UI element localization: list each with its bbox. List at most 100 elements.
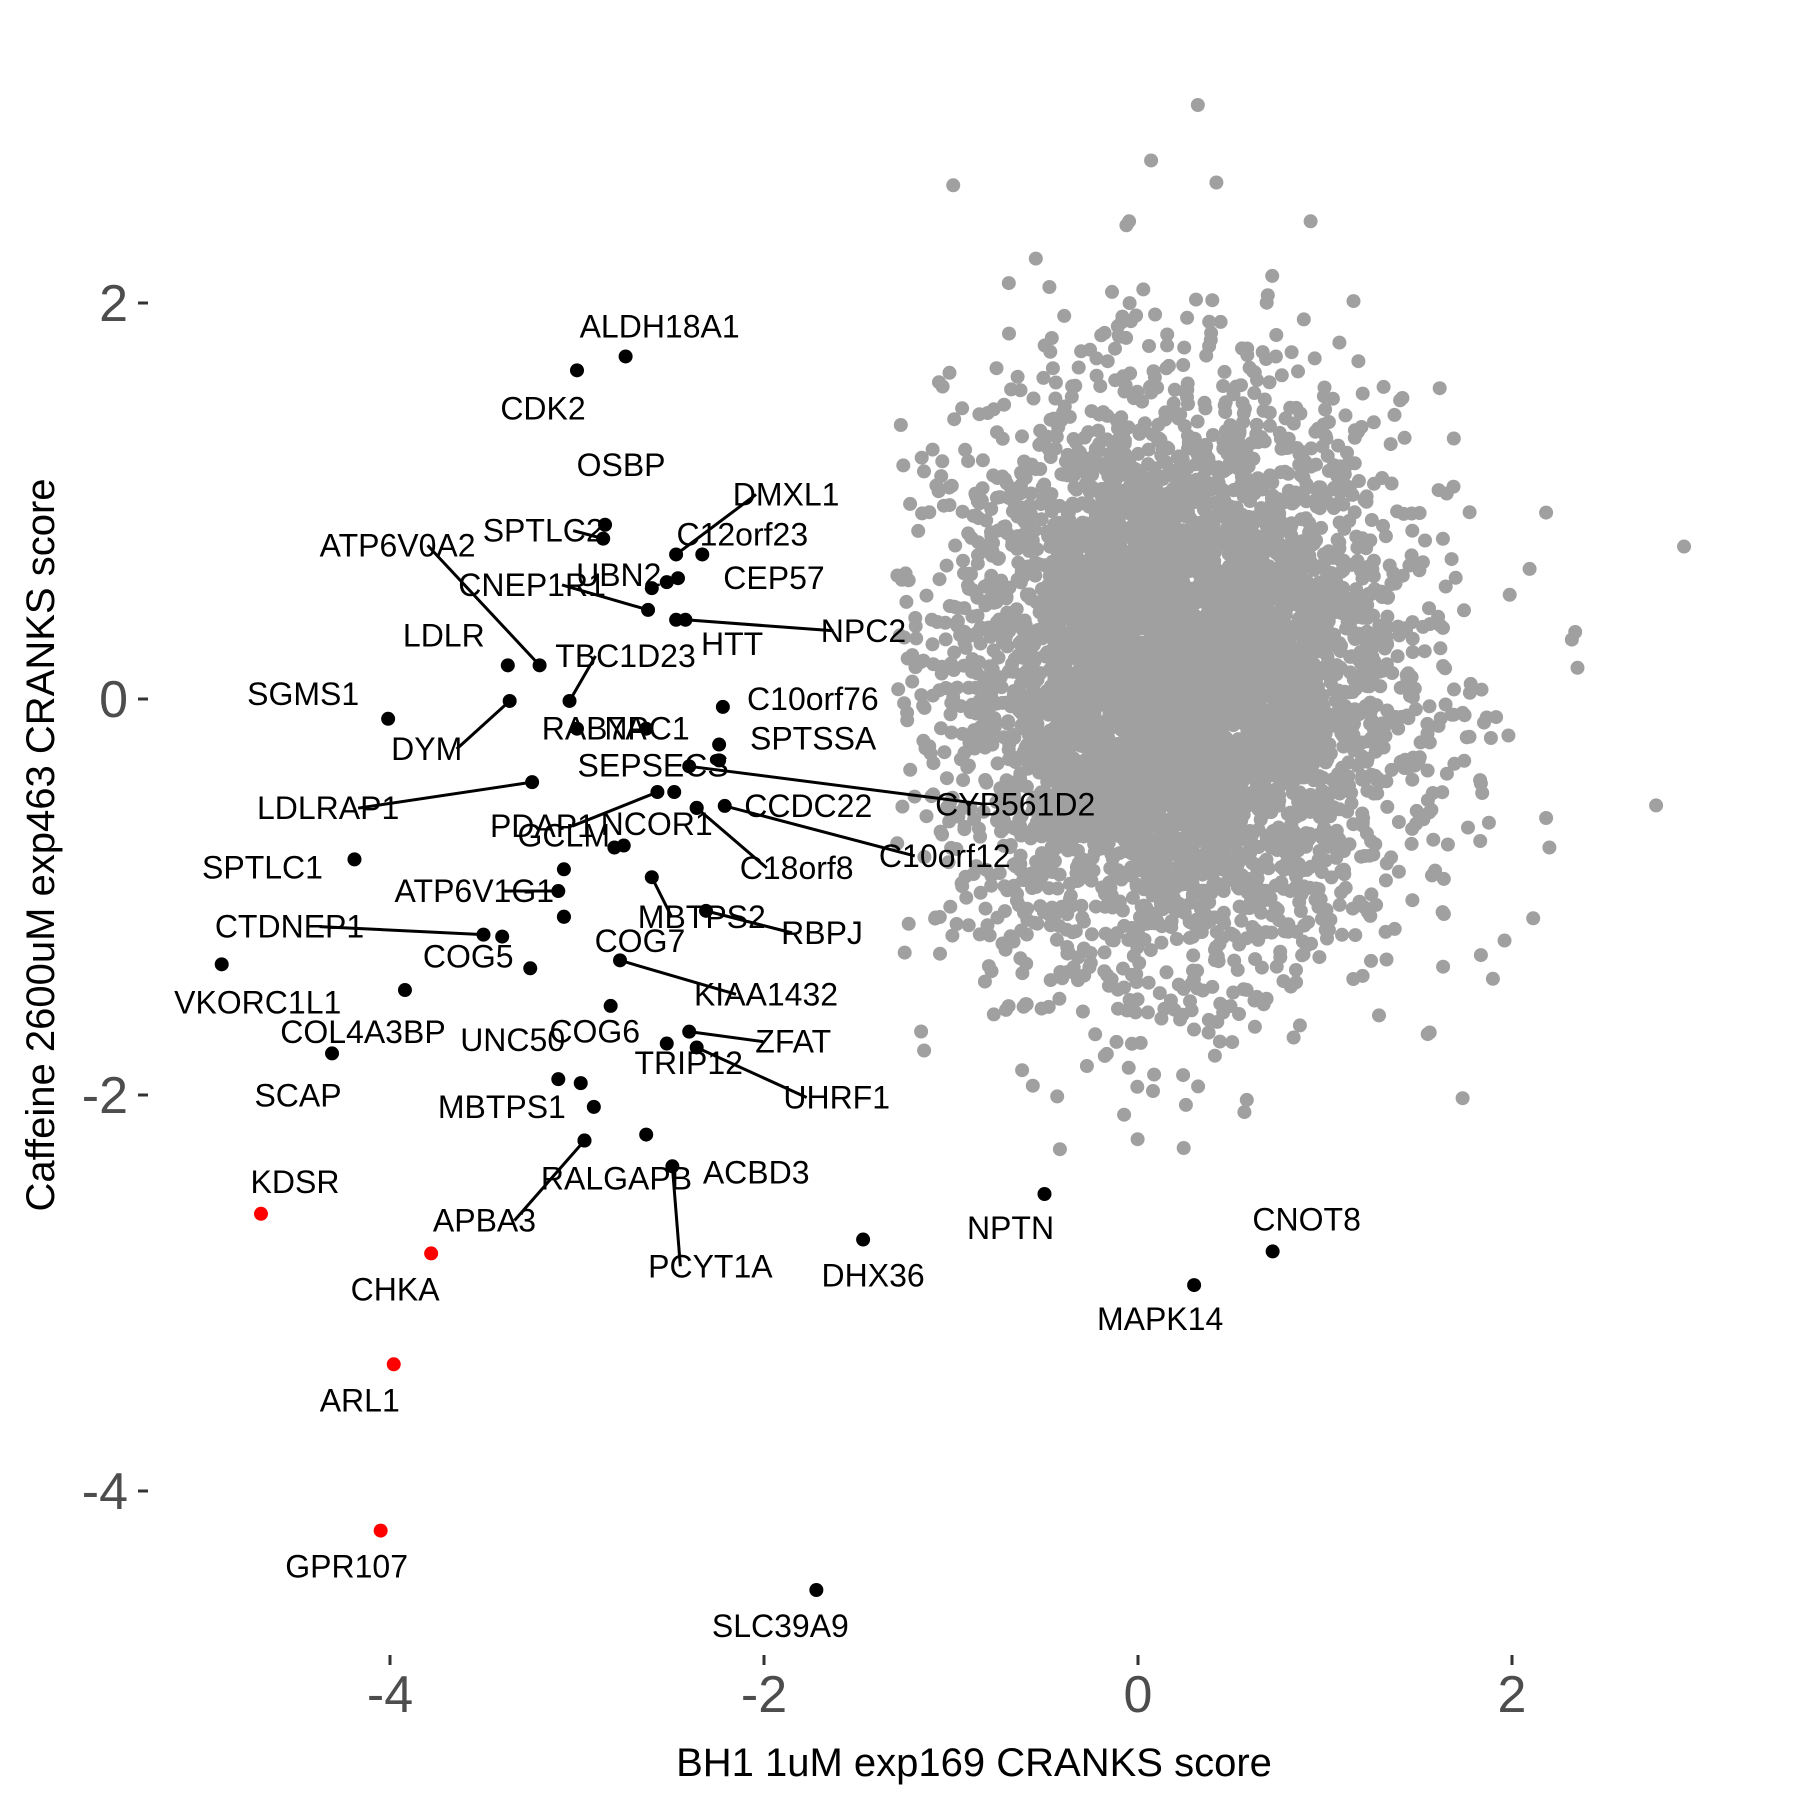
background-point: [1209, 175, 1224, 190]
background-point: [1095, 649, 1110, 664]
background-point: [1304, 459, 1319, 474]
background-point: [943, 899, 958, 914]
background-point: [1366, 415, 1381, 430]
background-point: [1337, 867, 1352, 882]
background-point: [1065, 925, 1080, 940]
background-point: [970, 608, 985, 623]
background-point: [1176, 1141, 1191, 1155]
background-point: [1130, 862, 1145, 877]
background-point: [1043, 609, 1058, 624]
background-point: [1292, 447, 1307, 461]
background-point: [1344, 796, 1359, 811]
background-point: [1081, 559, 1095, 574]
background-point: [1274, 441, 1289, 456]
background-point: [1570, 660, 1585, 675]
background-point: [1366, 786, 1381, 801]
background-point: [976, 804, 991, 819]
background-point: [1420, 763, 1435, 778]
background-point: [1342, 513, 1357, 528]
background-point: [1345, 901, 1360, 916]
background-point: [1346, 294, 1361, 309]
background-point: [1169, 932, 1184, 946]
background-point: [1318, 922, 1333, 937]
background-point: [1097, 1048, 1112, 1063]
background-point: [1356, 663, 1371, 678]
background-point: [1155, 441, 1170, 456]
background-point: [1065, 496, 1080, 511]
background-point: [960, 760, 975, 775]
background-point: [957, 819, 972, 834]
background-point: [1025, 1078, 1040, 1093]
background-point: [1201, 1025, 1216, 1040]
background-point: [1405, 821, 1420, 836]
background-point: [1455, 1091, 1470, 1106]
background-point: [1049, 932, 1064, 947]
background-point: [1246, 707, 1260, 722]
background-point: [965, 652, 980, 667]
background-point: [995, 431, 1010, 446]
background-point: [1048, 375, 1063, 390]
background-point: [1000, 609, 1015, 624]
background-point: [909, 631, 924, 646]
background-point: [1228, 610, 1243, 625]
background-point: [1425, 786, 1440, 800]
background-point: [954, 624, 969, 639]
background-point: [1052, 1142, 1067, 1157]
background-point: [1057, 803, 1072, 818]
background-point: [1473, 948, 1488, 963]
background-point: [1359, 489, 1374, 504]
background-point: [998, 942, 1013, 957]
background-point: [1014, 809, 1029, 823]
background-point: [998, 472, 1012, 487]
background-point: [1341, 755, 1356, 770]
background-point: [1045, 865, 1060, 880]
background-point: [1348, 928, 1363, 943]
background-point: [1281, 483, 1296, 498]
background-point: [1311, 882, 1326, 897]
background-point: [958, 640, 973, 655]
background-point: [1105, 284, 1119, 299]
background-point: [1229, 450, 1243, 465]
background-point: [1126, 949, 1141, 963]
background-point: [1351, 424, 1365, 439]
background-point: [1232, 1007, 1246, 1021]
background-point: [1168, 831, 1182, 846]
background-point: [1364, 513, 1379, 527]
background-point: [1196, 829, 1211, 844]
background-point: [1346, 972, 1361, 986]
background-point: [1384, 476, 1399, 491]
background-point: [1254, 501, 1269, 516]
background-point: [1202, 568, 1217, 583]
background-point: [969, 508, 983, 523]
background-point: [917, 1043, 932, 1058]
background-point: [1287, 591, 1302, 606]
background-point: [1212, 1034, 1227, 1049]
background-point: [1260, 288, 1275, 303]
background-point: [989, 490, 1004, 505]
background-point: [1037, 477, 1052, 492]
background-point: [986, 468, 1001, 483]
background-point: [1019, 927, 1034, 942]
background-point: [942, 365, 957, 380]
background-point: [890, 836, 905, 851]
background-point: [982, 659, 997, 674]
background-point: [1415, 555, 1430, 570]
background-point: [923, 746, 938, 761]
background-point: [1189, 292, 1203, 307]
background-point: [1034, 829, 1049, 844]
background-point: [1154, 1011, 1169, 1026]
background-point: [1003, 929, 1018, 944]
background-point: [987, 719, 1002, 734]
background-point: [1070, 619, 1084, 634]
background-point: [1043, 412, 1058, 427]
background-point: [1132, 697, 1147, 712]
background-point: [1071, 973, 1085, 988]
background-point: [1379, 952, 1394, 967]
background-point: [1141, 975, 1156, 990]
background-point: [1084, 873, 1099, 888]
background-point: [1034, 436, 1049, 451]
background-point: [1204, 325, 1219, 340]
background-point: [1251, 932, 1266, 947]
background-point: [897, 696, 912, 711]
